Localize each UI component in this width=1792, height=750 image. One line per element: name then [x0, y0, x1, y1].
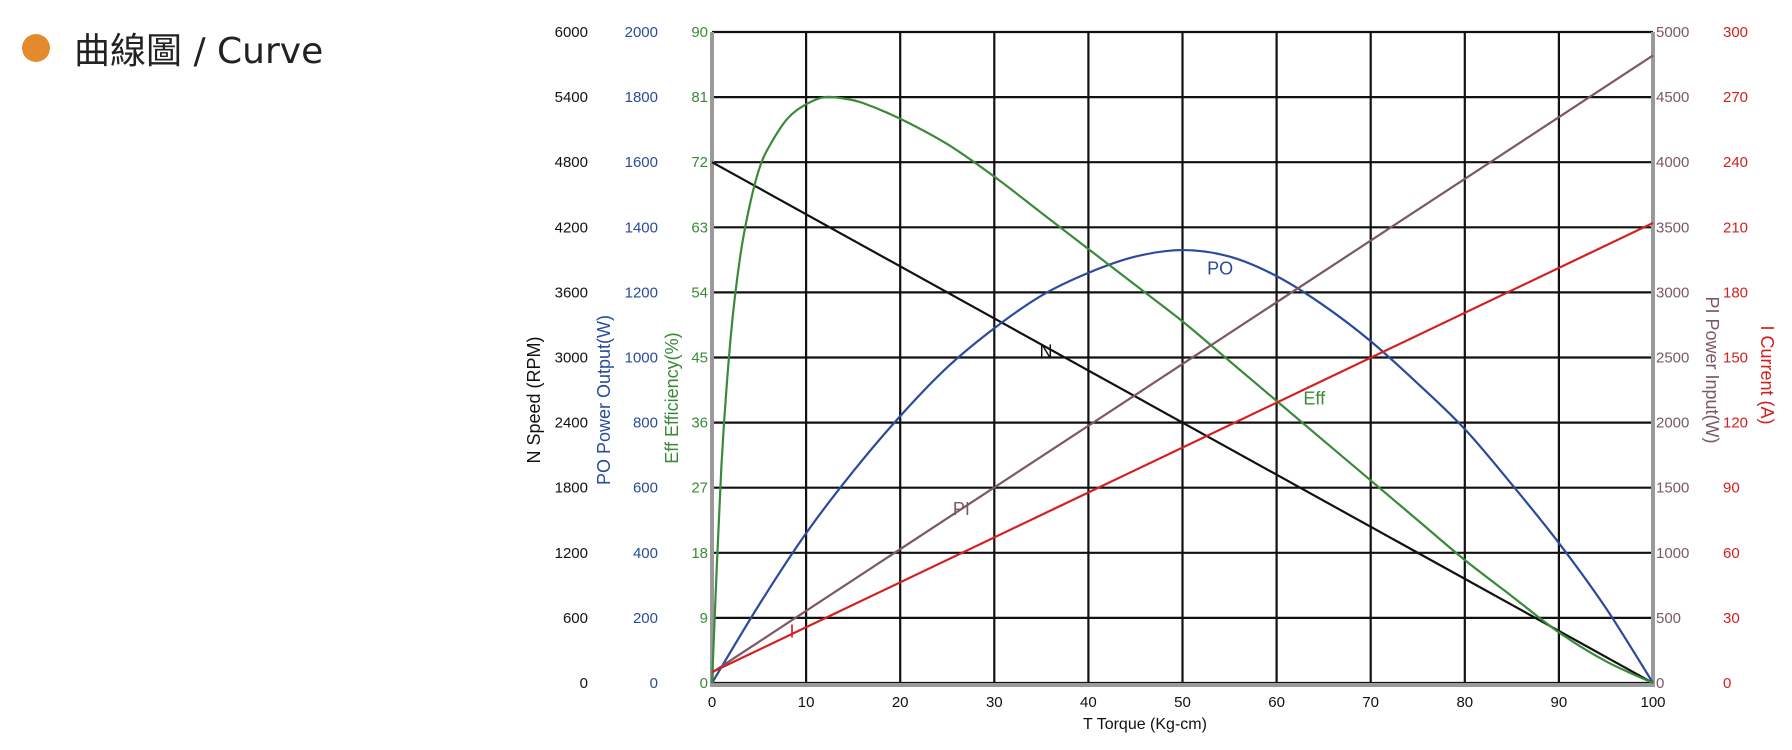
page-title: 曲線圖 / Curve — [74, 31, 324, 72]
po-tick-label: 1800 — [625, 89, 658, 106]
cur-tick-label: 0 — [1723, 675, 1731, 692]
po-tick-label: 1000 — [625, 350, 658, 367]
po-axis-ticks: 0 200 400 600 800 1000 1200 1400 1600 1800 2000 — [625, 24, 658, 692]
speed-tick-label: 5400 — [555, 89, 588, 106]
po-tick-label: 1200 — [625, 284, 658, 301]
eff-axis-ticks: 0 9 18 27 36 45 54 63 72 81 90 — [691, 24, 708, 692]
cur-tick-label: 240 — [1723, 154, 1748, 171]
po-tick-label: 1400 — [625, 219, 658, 236]
speed-axis-title: N Speed (RPM) — [524, 336, 544, 463]
series-line-n — [711, 161, 1654, 684]
x-tick-label: 0 — [708, 694, 716, 711]
pi-tick-label: 3000 — [1656, 284, 1689, 301]
eff-tick-label: 0 — [700, 675, 708, 692]
eff-tick-label: 45 — [691, 350, 708, 367]
cur-axis-title: I Current (A) — [1757, 325, 1777, 424]
cur-axis-ticks: 0 30 60 90 120 150 180 210 240 270 300 — [1723, 24, 1748, 692]
x-axis-ticks: 0 10 20 30 40 50 60 70 80 90 100 — [708, 694, 1666, 711]
speed-tick-label: 1200 — [555, 545, 588, 562]
speed-tick-label: 4800 — [555, 154, 588, 171]
x-tick-label: 70 — [1362, 694, 1379, 711]
cur-tick-label: 180 — [1723, 284, 1748, 301]
po-tick-label: 2000 — [625, 24, 658, 41]
pi-tick-label: 3500 — [1656, 219, 1689, 236]
speed-tick-label: 4200 — [555, 219, 588, 236]
speed-axis-ticks: 0 600 1200 1800 2400 3000 3600 4200 4800 5400 6000 — [555, 24, 588, 692]
series-line-po — [711, 248, 1654, 684]
pi-axis-ticks: 0 500 1000 1500 2000 2500 3000 3500 4000 4500 5000 — [1656, 24, 1689, 692]
po-axis-title: PO Power Output(W) — [594, 315, 614, 485]
pi-tick-label: 0 — [1656, 675, 1664, 692]
x-tick-label: 20 — [892, 694, 909, 711]
chart-grid — [710, 30, 1655, 685]
speed-tick-label: 6000 — [555, 24, 588, 41]
pi-tick-label: 2000 — [1656, 415, 1689, 432]
eff-tick-label: 90 — [691, 24, 708, 41]
x-tick-label: 90 — [1551, 694, 1568, 711]
speed-tick-label: 3600 — [555, 284, 588, 301]
po-tick-label: 0 — [650, 675, 658, 692]
po-tick-label: 200 — [633, 610, 658, 627]
pi-tick-label: 5000 — [1656, 24, 1689, 41]
x-tick-label: 100 — [1640, 694, 1665, 711]
po-tick-label: 800 — [633, 415, 658, 432]
speed-tick-label: 2400 — [555, 415, 588, 432]
section-header: 曲線圖 / Curve — [22, 22, 323, 74]
x-tick-label: 10 — [798, 694, 815, 711]
speed-tick-label: 3000 — [555, 350, 588, 367]
pi-tick-label: 500 — [1656, 610, 1681, 627]
x-axis-title: T Torque (Kg-cm) — [1083, 716, 1207, 733]
x-tick-label: 50 — [1174, 694, 1191, 711]
series-label-i: I — [789, 621, 794, 641]
series-label-eff: Eff — [1303, 389, 1326, 409]
pi-axis-title: PI Power Input(W) — [1702, 296, 1722, 443]
speed-tick-label: 1800 — [555, 480, 588, 497]
eff-tick-label: 18 — [691, 545, 708, 562]
cur-tick-label: 90 — [1723, 480, 1740, 497]
series-label-po: PO — [1207, 258, 1233, 278]
cur-tick-label: 120 — [1723, 415, 1748, 432]
eff-tick-label: 63 — [691, 219, 708, 236]
po-tick-label: 400 — [633, 545, 658, 562]
pi-tick-label: 2500 — [1656, 350, 1689, 367]
eff-tick-label: 27 — [691, 480, 708, 497]
x-tick-label: 40 — [1080, 694, 1097, 711]
cur-tick-label: 150 — [1723, 350, 1748, 367]
eff-tick-label: 72 — [691, 154, 708, 171]
series-label-n: N — [1040, 342, 1053, 362]
pi-tick-label: 1500 — [1656, 480, 1689, 497]
pi-tick-label: 4000 — [1656, 154, 1689, 171]
eff-tick-label: 54 — [691, 284, 708, 301]
eff-tick-label: 9 — [700, 610, 708, 627]
speed-tick-label: 0 — [580, 675, 588, 692]
pi-tick-label: 1000 — [1656, 545, 1689, 562]
eff-tick-label: 36 — [691, 415, 708, 432]
series-line-pi — [711, 54, 1654, 674]
cur-tick-label: 210 — [1723, 219, 1748, 236]
po-tick-label: 600 — [633, 480, 658, 497]
eff-tick-label: 81 — [691, 89, 708, 106]
speed-tick-label: 600 — [563, 610, 588, 627]
series-label-pi: PI — [953, 499, 970, 519]
cur-tick-label: 270 — [1723, 89, 1748, 106]
bullet-icon — [22, 34, 50, 62]
po-tick-label: 1600 — [625, 154, 658, 171]
cur-tick-label: 60 — [1723, 545, 1740, 562]
x-tick-label: 30 — [986, 694, 1003, 711]
x-tick-label: 60 — [1268, 694, 1285, 711]
eff-axis-title: Eff Efficiency(%) — [662, 332, 682, 463]
pi-tick-label: 4500 — [1656, 89, 1689, 106]
series-line-eff — [710, 95, 1654, 684]
x-tick-label: 80 — [1456, 694, 1473, 711]
cur-tick-label: 300 — [1723, 24, 1748, 41]
series-line-i — [711, 221, 1654, 674]
cur-tick-label: 30 — [1723, 610, 1740, 627]
